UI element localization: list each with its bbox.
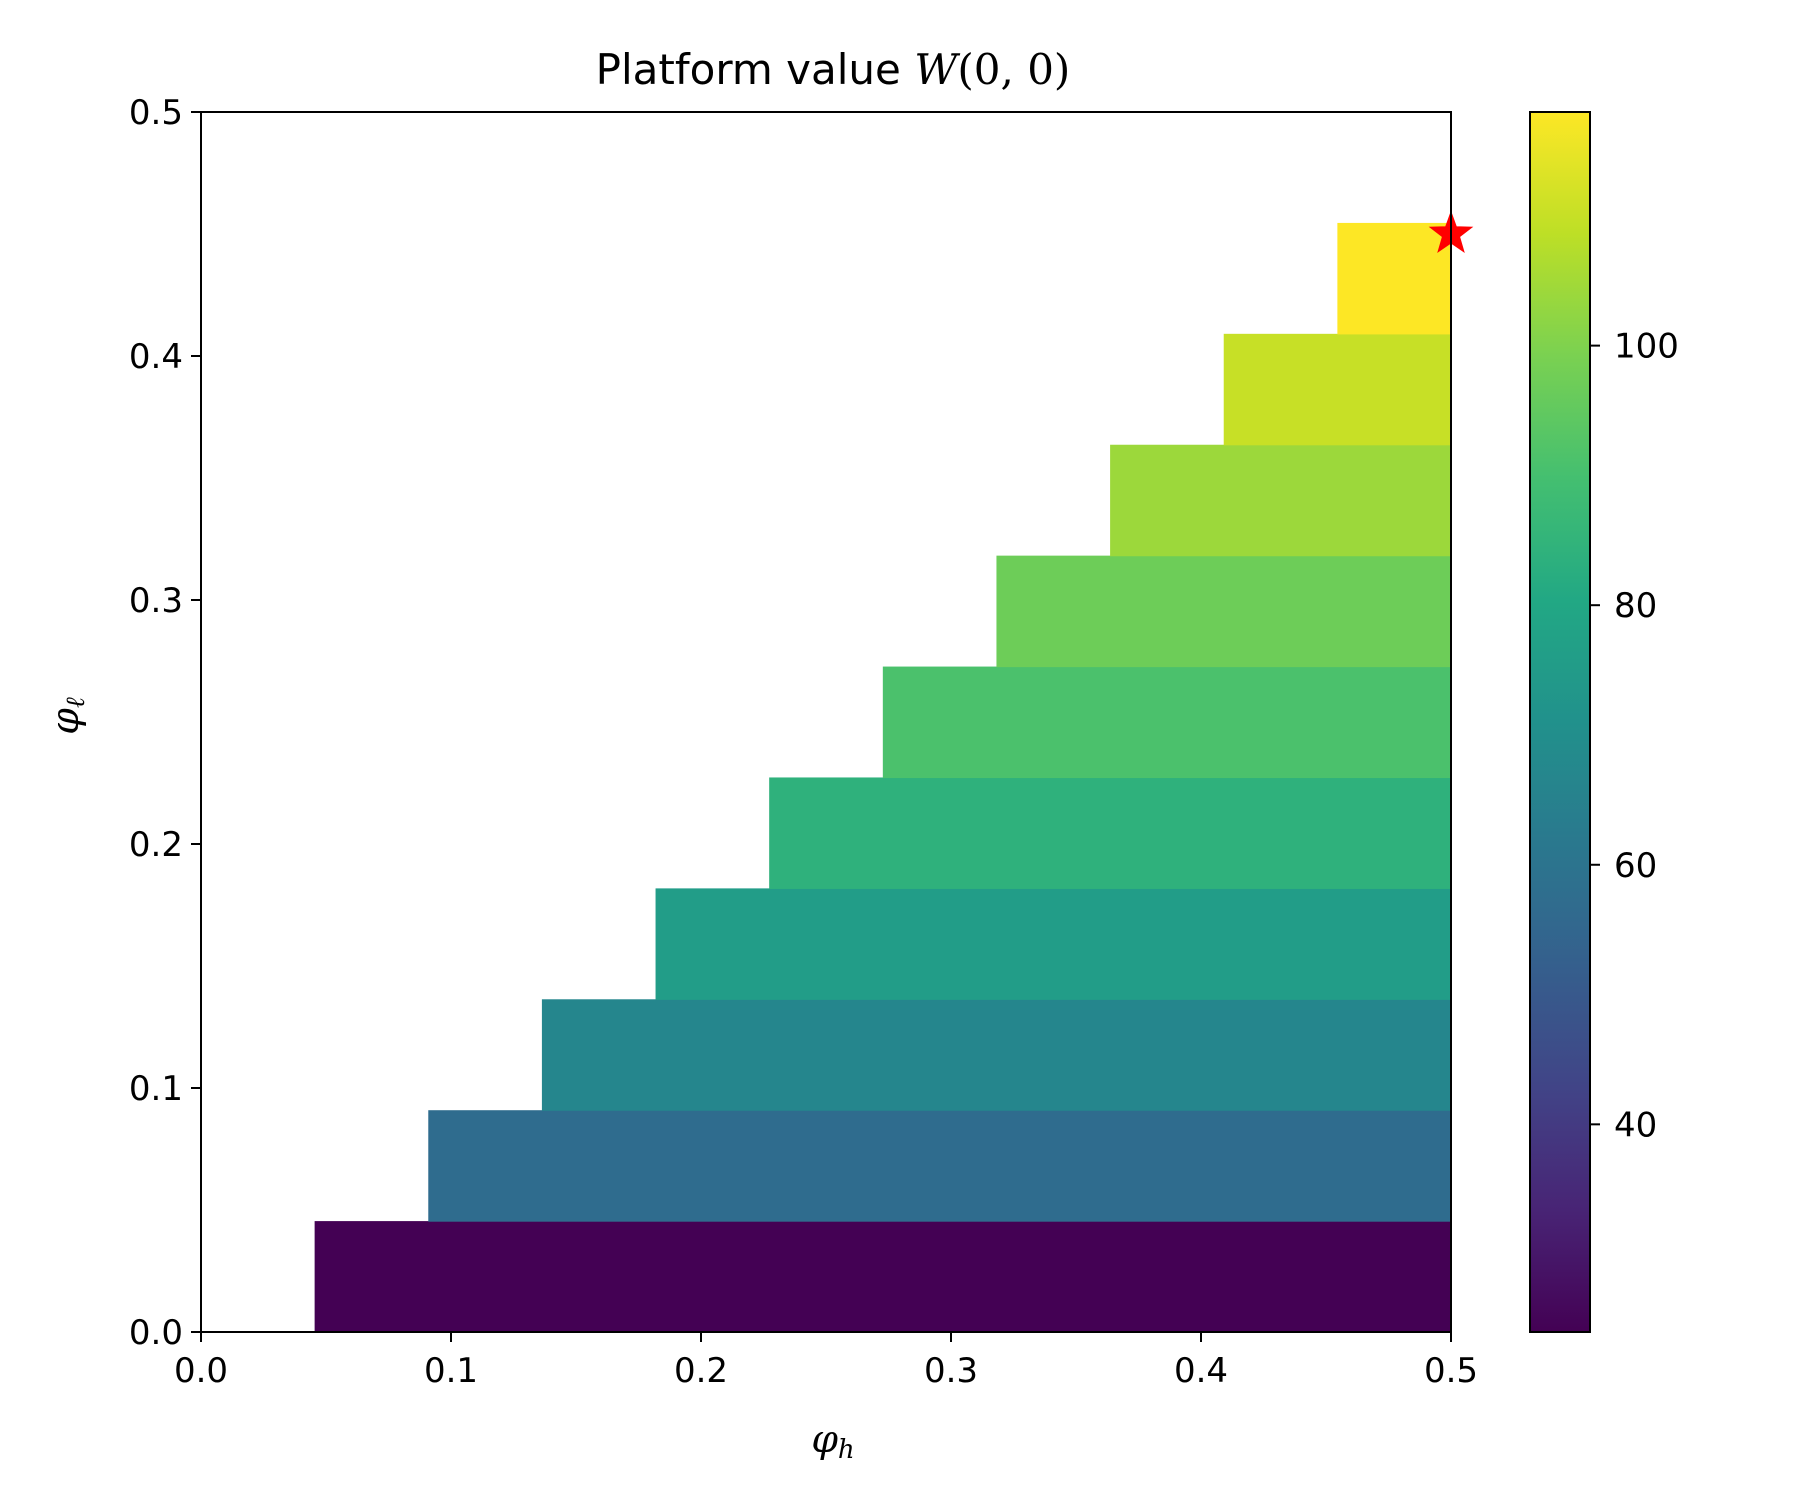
y-tick-label: 0.0 bbox=[129, 1313, 183, 1353]
x-tick-label: 0.5 bbox=[1424, 1351, 1478, 1391]
colorbar-tick-label: 60 bbox=[1614, 846, 1657, 886]
colorbar-tick-label: 80 bbox=[1614, 586, 1657, 626]
y-tick-label: 0.1 bbox=[129, 1069, 183, 1109]
chart-title: Platform value W(0, 0) bbox=[596, 45, 1071, 94]
heatmap-row-1 bbox=[428, 1110, 1451, 1222]
colorbar: 40 60 80 100 bbox=[1529, 111, 1679, 1333]
colorbar-tick-label: 40 bbox=[1614, 1105, 1657, 1145]
x-tick-label: 0.4 bbox=[1174, 1351, 1228, 1391]
y-tick-label: 0.5 bbox=[129, 93, 183, 133]
y-tick-label: 0.2 bbox=[129, 825, 183, 865]
x-tick-label: 0.2 bbox=[674, 1351, 728, 1391]
y-axis-label: φℓ bbox=[43, 697, 91, 735]
colorbar-tick-label: 100 bbox=[1614, 327, 1679, 367]
heatmap-row-8 bbox=[1223, 333, 1451, 446]
x-axis-label: φh bbox=[811, 1417, 854, 1465]
plot-frame bbox=[200, 111, 1452, 1333]
x-axis: 0.0 0.1 0.2 0.3 0.4 0.5 bbox=[174, 1332, 1478, 1391]
heatmap-row-9 bbox=[1337, 222, 1451, 335]
x-tick-label: 0.1 bbox=[424, 1351, 478, 1391]
x-tick-label: 0.3 bbox=[924, 1351, 978, 1391]
colorbar-gradient bbox=[1529, 111, 1591, 1333]
heatmap-row-4 bbox=[769, 777, 1451, 889]
y-tick-label: 0.3 bbox=[129, 581, 183, 621]
y-axis: 0.0 0.1 0.2 0.3 0.4 0.5 bbox=[129, 93, 201, 1353]
x-tick-label: 0.0 bbox=[174, 1351, 228, 1391]
heatmap-row-0 bbox=[314, 1221, 1451, 1333]
heatmap-row-6 bbox=[996, 555, 1451, 668]
heatmap-cells bbox=[314, 222, 1451, 1333]
heatmap-row-3 bbox=[655, 888, 1451, 1000]
y-tick-label: 0.4 bbox=[129, 337, 183, 377]
heatmap-row-5 bbox=[882, 666, 1451, 779]
heatmap-row-2 bbox=[541, 999, 1451, 1111]
heatmap-row-7 bbox=[1110, 444, 1451, 557]
